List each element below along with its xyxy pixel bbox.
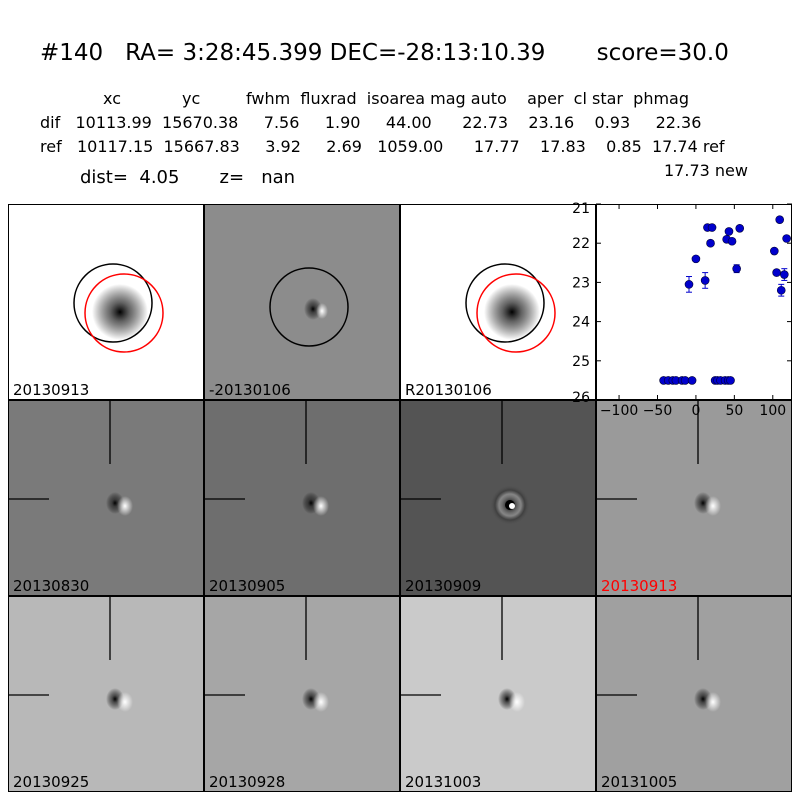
data-point — [687, 376, 697, 385]
data-point — [775, 215, 785, 224]
cutout-image — [205, 597, 329, 712]
data-point — [727, 236, 737, 246]
cutout-date-label: 20130905 — [209, 577, 286, 595]
data-point — [700, 276, 710, 285]
cutout-panel: -20130106 — [204, 204, 400, 400]
cutout-image — [269, 267, 349, 347]
cutout-date-label: 20130830 — [13, 577, 90, 595]
cutout-image — [597, 401, 721, 516]
cutout-panel: 20130830 — [8, 400, 204, 596]
data-point — [782, 234, 791, 243]
data-point — [724, 227, 734, 236]
cutout-date-label: R20130106 — [405, 381, 492, 399]
x-tick-label: −100 — [600, 403, 638, 419]
x-tick-label: −50 — [643, 403, 673, 419]
y-tick-label: 25 — [572, 354, 590, 370]
data-point — [691, 254, 701, 264]
data-point — [770, 246, 779, 256]
y-tick-label: 26 — [572, 390, 590, 406]
x-tick-label: 50 — [725, 403, 743, 419]
light-curve-chart: 21 22 23 24 25 26 −100 −50 0 50 100 — [572, 201, 792, 419]
cutout-date-label: 20130928 — [209, 773, 286, 791]
ref-row: ref 10117.15 15667.83 3.92 2.69 1059.00 … — [40, 137, 725, 156]
cutout-image — [401, 597, 525, 712]
y-tick-label: 23 — [572, 275, 590, 291]
cutout-date-label: 20131003 — [405, 773, 482, 791]
cutout-image — [401, 401, 530, 525]
data-point — [684, 280, 694, 289]
cutout-image — [205, 401, 329, 516]
data-point — [707, 223, 717, 232]
title: #140 RA= 3:28:45.399 DEC=-28:13:10.39 sc… — [40, 40, 729, 66]
cutout-panel: 20130913 — [596, 400, 792, 596]
y-tick-label: 21 — [572, 201, 590, 217]
y-tick-label: 24 — [572, 315, 590, 331]
columns-header: xc yc fwhm fluxrad isoarea mag auto aper… — [103, 89, 689, 108]
x-tick-label: 100 — [759, 403, 786, 419]
cutout-panel: 20130905 — [204, 400, 400, 596]
new-mag: 17.73 new — [664, 161, 748, 180]
cutout-panel: 20131005 — [596, 596, 792, 792]
cutout-panel: 20130913 — [8, 204, 204, 400]
cutout-image — [73, 263, 164, 353]
dif-row: dif 10113.99 15670.38 7.56 1.90 44.00 22… — [40, 113, 702, 132]
cutout-image — [9, 597, 133, 712]
data-point — [735, 224, 745, 233]
dist-line: dist= 4.05 z= nan — [80, 167, 296, 188]
data-point — [706, 238, 715, 248]
cutout-date-label: 20130909 — [405, 577, 482, 595]
x-tick-label: 0 — [691, 403, 700, 419]
cutout-date-label: 20130925 — [13, 773, 90, 791]
cutout-image — [465, 263, 556, 353]
data-point — [780, 270, 789, 279]
cutout-panel: 20130909 — [400, 400, 596, 596]
cutout-date-label: -20130106 — [209, 381, 291, 399]
cutout-panel: 20131003 — [400, 596, 596, 792]
y-tick-label: 22 — [572, 236, 590, 252]
cutout-date-label: 20130913 — [601, 577, 678, 595]
cutout-image — [9, 401, 133, 516]
plot-frame — [596, 204, 792, 400]
data-point — [776, 285, 786, 295]
cutout-panel: R20130106 — [400, 204, 596, 400]
cutout-panel: 20130925 — [8, 596, 204, 792]
cutout-date-label: 20131005 — [601, 773, 678, 791]
cutout-panel: 20130928 — [204, 596, 400, 792]
data-point — [732, 264, 741, 273]
cutout-image — [597, 597, 721, 712]
cutout-date-label: 20130913 — [13, 381, 90, 399]
data-point — [772, 268, 781, 277]
data-point — [726, 376, 735, 385]
